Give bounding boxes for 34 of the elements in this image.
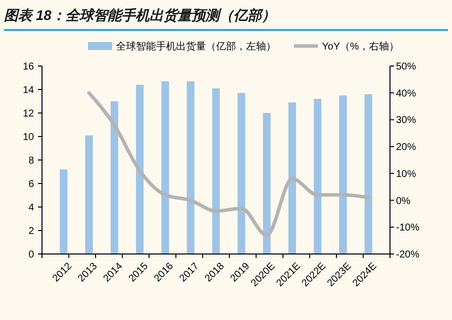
legend-label: 全球智能手机出货量（亿部，左轴） [116,40,276,52]
y2-tick-label: -20% [396,250,420,260]
y-tick-label: 12 [22,108,34,120]
bar [238,93,246,254]
y-tick-label: 4 [28,202,34,214]
y2-tick-label: 0% [396,196,411,207]
bar [161,81,170,254]
bar [186,81,194,254]
bar [314,98,322,254]
y2-tick-label: 50% [396,62,416,72]
y2-tick-label: 30% [396,115,416,126]
y-tick-label: 10 [22,132,34,143]
y-tick-label: 16 [22,62,34,72]
y-tick-label: 6 [28,179,34,190]
bar [60,169,68,254]
bar [212,88,220,254]
bar [110,101,118,254]
bar [136,84,144,254]
bar [339,95,347,254]
y-tick-label: 2 [28,226,34,237]
y2-tick-label: 40% [396,88,416,100]
y-tick-label: 8 [28,156,34,166]
bar [288,102,296,254]
bar [364,94,372,254]
chart-title: 图表 18：全球智能手机出货量预测（亿部） [4,7,276,23]
line-series [87,91,370,237]
legend-label: YoY（%，右轴） [322,40,399,52]
bar [262,113,271,254]
y2-tick-label: 10% [396,168,416,180]
bar [85,135,93,254]
y-tick-label: 14 [22,85,34,96]
y2-tick-label: -10% [396,222,420,234]
y-tick-label: 0 [28,250,34,260]
y2-tick-label: 20% [396,142,416,154]
